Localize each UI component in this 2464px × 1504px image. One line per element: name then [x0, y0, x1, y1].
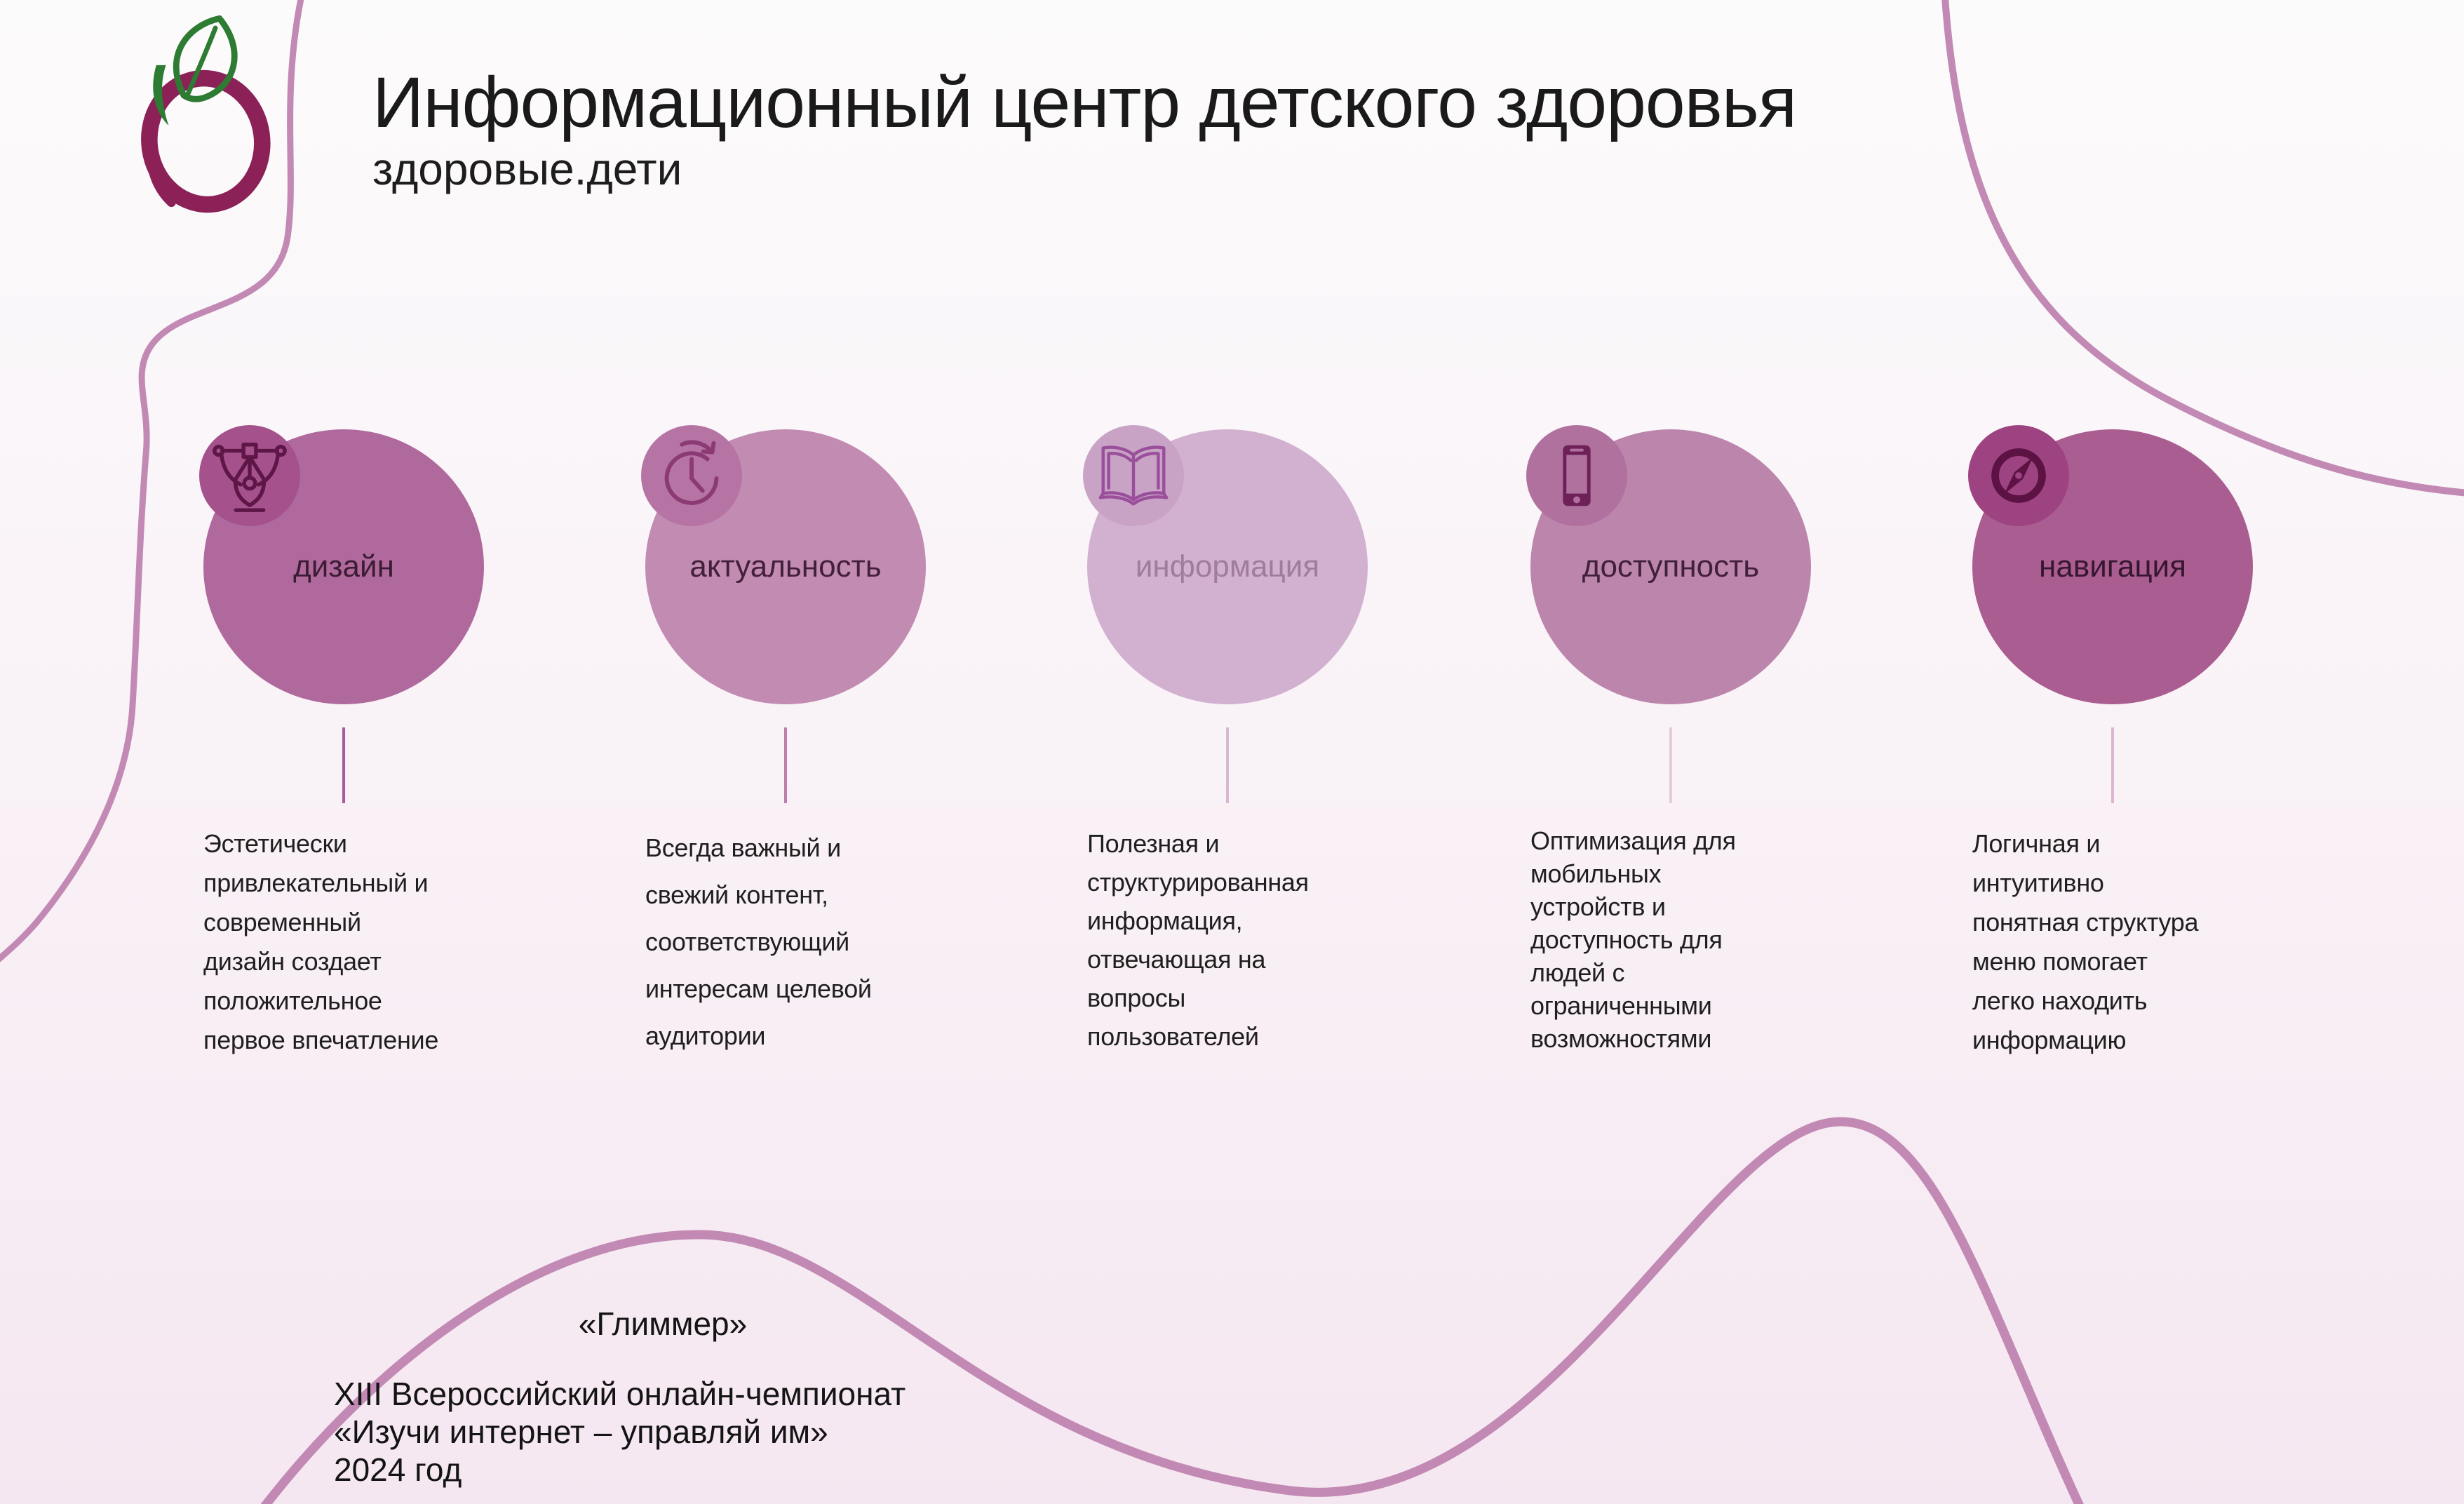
open-book-icon: [1098, 445, 1169, 506]
feature-description: Логичная и интуитивно понятная структура…: [1972, 829, 2199, 1054]
bottom-wave-curve: [260, 1117, 2084, 1504]
left-s-curve: [0, 0, 304, 962]
feature-description: Оптимизация для мобильных устройств и до…: [1530, 826, 1736, 1053]
feature-label: актуальность: [689, 549, 882, 584]
feature-connector-line: [342, 727, 345, 803]
feature-label: информация: [1135, 549, 1320, 584]
feature-connector-line: [2111, 727, 2114, 803]
feature-description: Полезная и структурированная информация,…: [1087, 829, 1309, 1051]
clock-history-icon: [664, 440, 719, 505]
feature-icon-badge: [641, 425, 742, 526]
feature-icon-badge: [1526, 425, 1627, 526]
feature-description: Всегда важный и свежий контент, соответс…: [645, 833, 872, 1050]
feature-icon-badge: [1083, 425, 1184, 526]
top-right-curve: [1941, 0, 2464, 497]
feature-label: доступность: [1582, 549, 1760, 584]
feature-label: навигация: [2039, 549, 2186, 584]
pen-tool-icon: [213, 443, 287, 512]
feature-icon-badge: [1968, 425, 2069, 526]
compass-icon: [1991, 448, 2046, 503]
page-title: Информационный центр детского здоровья: [372, 62, 1797, 142]
plum-leaf-logo-icon: [141, 15, 271, 213]
footer-team-name: «Глиммер»: [578, 1305, 748, 1342]
feature-connector-line: [784, 727, 787, 803]
footer-event-info: XIII Всероссийский онлайн-чемпионат «Изу…: [334, 1376, 906, 1488]
feature-connector-line: [1669, 727, 1672, 803]
feature-connector-line: [1226, 727, 1229, 803]
feature-label: дизайн: [293, 549, 394, 584]
page-subtitle: здоровые.дети: [372, 144, 682, 194]
feature-icon-badge: [199, 425, 300, 526]
smartphone-icon: [1563, 445, 1591, 506]
feature-description: Эстетически привлекательный и современны…: [203, 829, 439, 1054]
